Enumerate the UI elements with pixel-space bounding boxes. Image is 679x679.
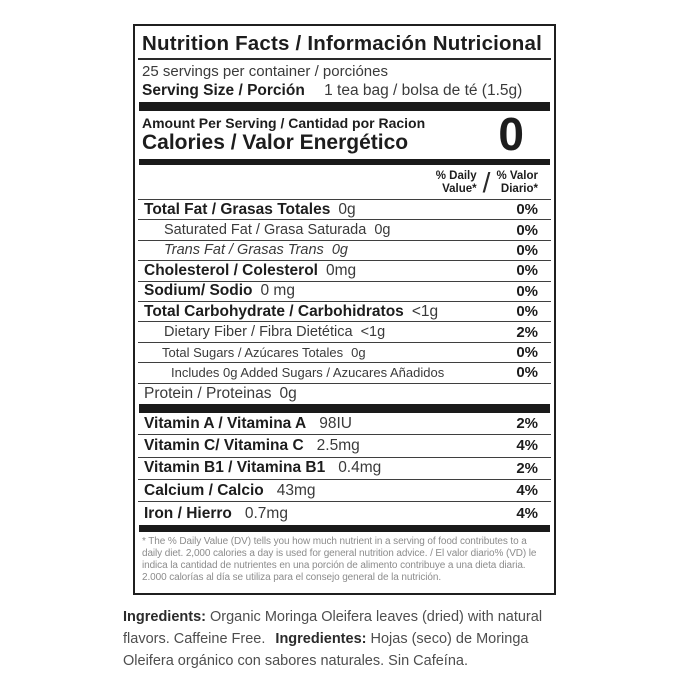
daily-value-es: % Valor Diario* — [496, 170, 538, 195]
daily-value-header: % Daily Value* / % Valor Diario* — [138, 165, 551, 200]
vitamin-row-vitamin-a: Vitamin A / Vitamina A 98IU 2% — [138, 413, 551, 436]
serving-size-label: Serving Size / Porción — [142, 82, 305, 99]
serving-size-row: Serving Size / Porción 1 tea bag / bolsa… — [138, 80, 551, 102]
slash-separator: / — [482, 167, 491, 198]
vitamin-row-iron: Iron / Hierro 0.7mg 4% — [144, 504, 538, 523]
ingredients-label-es: Ingredientes: — [275, 631, 367, 647]
daily-value-en: % Daily Value* — [435, 170, 477, 195]
nutrient-row-total-carbohydrate: Total Carbohydrate / Carbohidratos <1g 0… — [138, 302, 551, 323]
vitamin-row-vitamin-c: Vitamin C/ Vitamina C 2.5mg 4% — [138, 435, 551, 458]
nutrient-row-total-sugars: Total Sugars / Azúcares Totales 0g 0% — [138, 343, 551, 364]
calories-row: Calories / Valor Energético — [138, 131, 551, 157]
ingredients-label-en: Ingredients: — [123, 609, 206, 625]
nutrient-row-added-sugars: Includes 0g Added Sugars / Azucares Añad… — [138, 363, 551, 384]
panel-title: Nutrition Facts / Información Nutriciona… — [138, 26, 551, 60]
thick-divider — [139, 102, 550, 111]
amount-per-serving: Amount Per Serving / Cantidad por Racion — [142, 115, 426, 131]
vitamin-row-calcium: Calcium / Calcio 43mg 4% — [138, 480, 551, 503]
calories-value: 0 — [498, 108, 524, 160]
calories-label: Calories / Valor Energético — [142, 131, 409, 154]
thick-divider — [139, 159, 550, 165]
nutrient-row-saturated-fat: Saturated Fat / Grasa Saturada 0g 0% — [138, 220, 551, 241]
nutrient-row-total-fat: Total Fat / Grasas Totales 0g 0% — [138, 200, 551, 221]
nutrient-row-dietary-fiber: Dietary Fiber / Fibra Dietética <1g 2% — [138, 322, 551, 343]
panel-content: Nutrition Facts / Información Nutriciona… — [135, 26, 554, 583]
thick-divider — [139, 524, 550, 532]
vitamin-row-vitamin-b1: Vitamin B1 / Vitamina B1 0.4mg 2% — [138, 458, 551, 481]
nutrient-row-sodium: Sodium/ Sodio 0 mg 0% — [138, 282, 551, 302]
serving-size-value: 1 tea bag / bolsa de té (1.5g) — [324, 82, 523, 99]
servings-per-container: 25 servings per container / porciónes — [142, 63, 388, 80]
ingredients-text-es: Hojas (seco) de Moringa Oleifera orgánic… — [123, 631, 529, 669]
ingredients-paragraph: Ingredients: Organic Moringa Oleifera le… — [123, 606, 560, 672]
nutrient-row-protein: Protein / Proteinas 0g — [144, 384, 297, 402]
nutrition-facts-panel: Nutrition Facts / Información Nutriciona… — [133, 24, 556, 595]
nutrient-row-cholesterol: Cholesterol / Colesterol 0mg 0% — [138, 261, 551, 282]
ingredients-text-en: Organic Moringa Oleifera leaves (dried) … — [123, 609, 543, 647]
daily-value-footnote: * The % Daily Value (DV) tells you how m… — [142, 535, 537, 583]
thick-divider — [139, 403, 550, 413]
nutrient-row-trans-fat: Trans Fat / Grasas Trans 0g 0% — [138, 241, 551, 262]
